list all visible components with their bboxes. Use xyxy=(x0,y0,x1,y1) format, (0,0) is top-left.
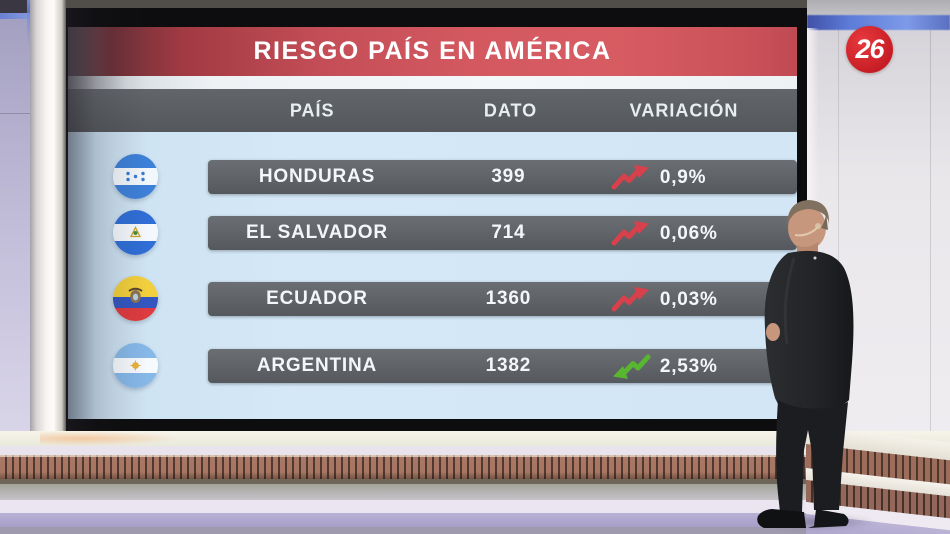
variation-value: 0,9% xyxy=(659,166,707,188)
table-title-banner: RIESGO PAÍS EN AMÉRICA xyxy=(68,27,797,76)
dato-value: 714 xyxy=(491,222,526,243)
el-salvador-flag-icon xyxy=(113,210,158,255)
floor-gray-band xyxy=(0,484,950,500)
country-name: HONDURAS xyxy=(258,166,376,187)
left-ceiling-strip xyxy=(0,0,30,13)
country-name: ARGENTINA xyxy=(256,355,378,376)
right-ceiling-strip xyxy=(807,0,950,15)
argentina-flag-icon xyxy=(113,343,158,388)
column-header-dato: DATO xyxy=(483,100,538,120)
table-row-el-salvador: EL SALVADOR 714 0,06% xyxy=(68,210,797,255)
variation-cell: 0,03% xyxy=(591,282,797,316)
presenter-hair xyxy=(787,200,830,226)
table-row-honduras: HONDURAS 399 0,9% xyxy=(68,154,797,199)
presenter xyxy=(757,200,854,528)
variation-cell: 0,06% xyxy=(591,216,797,250)
presenter-shoe xyxy=(808,509,849,528)
trend-arrow-icon xyxy=(611,353,651,380)
table-row-ecuador: ECUADOR 1360 0,03% xyxy=(68,276,797,321)
banner-divider xyxy=(68,76,797,89)
trend-arrow-icon xyxy=(611,164,651,191)
dato-value: 1360 xyxy=(485,288,532,309)
floor-edge xyxy=(0,527,950,534)
country-name: ECUADOR xyxy=(266,288,368,309)
floor-light-band xyxy=(0,500,950,513)
row-bar: ECUADOR 1360 0,03% xyxy=(208,282,797,316)
left-led-strip xyxy=(0,13,30,19)
table-row-argentina: ARGENTINA 1382 2,53% xyxy=(68,343,797,388)
presenter-head xyxy=(788,206,826,250)
table-body: HONDURAS 399 0,9% xyxy=(68,132,797,419)
floor-purple-band xyxy=(0,513,950,527)
studio-video-wall: RIESGO PAÍS EN AMÉRICA PAÍS DATO VARIACI… xyxy=(66,8,807,431)
variation-value: 0,03% xyxy=(659,288,718,310)
trend-arrow-icon xyxy=(611,286,651,313)
trend-arrow-icon xyxy=(611,220,651,247)
screen-top-trim xyxy=(66,0,807,10)
dato-value: 399 xyxy=(491,166,526,187)
variation-value: 2,53% xyxy=(659,355,718,377)
variation-cell: 2,53% xyxy=(591,349,797,383)
riser-shadow xyxy=(0,479,950,484)
column-header-variacion: VARIACIÓN xyxy=(629,100,739,120)
left-pillar xyxy=(30,0,66,431)
presenter-jacket xyxy=(764,250,854,410)
row-bar: EL SALVADOR 714 0,06% xyxy=(208,216,797,250)
variation-value: 0,06% xyxy=(659,222,718,244)
dato-value: 1382 xyxy=(485,355,532,376)
column-header-pais: PAÍS xyxy=(289,100,335,120)
row-bar: ARGENTINA 1382 2,53% xyxy=(208,349,797,383)
presenter-shoe xyxy=(757,509,806,528)
presenter-trousers xyxy=(776,400,848,512)
floor-light-band xyxy=(0,446,950,455)
ecuador-flag-icon xyxy=(113,276,158,321)
left-wall-seam xyxy=(0,113,30,114)
row-bar: HONDURAS 399 0,9% xyxy=(208,160,797,194)
honduras-flag-icon xyxy=(113,154,158,199)
wall-seam xyxy=(930,30,931,448)
channel-26-logo: 26 xyxy=(846,26,893,73)
blue-led-strip xyxy=(807,15,950,30)
country-name: EL SALVADOR xyxy=(246,222,388,243)
stage-ledge xyxy=(0,431,950,446)
table-header-row: PAÍS DATO VARIACIÓN xyxy=(68,89,797,132)
left-wall xyxy=(0,13,30,431)
variation-cell: 0,9% xyxy=(591,160,797,194)
wall-seam xyxy=(838,30,839,448)
presenter-hand xyxy=(766,323,780,341)
